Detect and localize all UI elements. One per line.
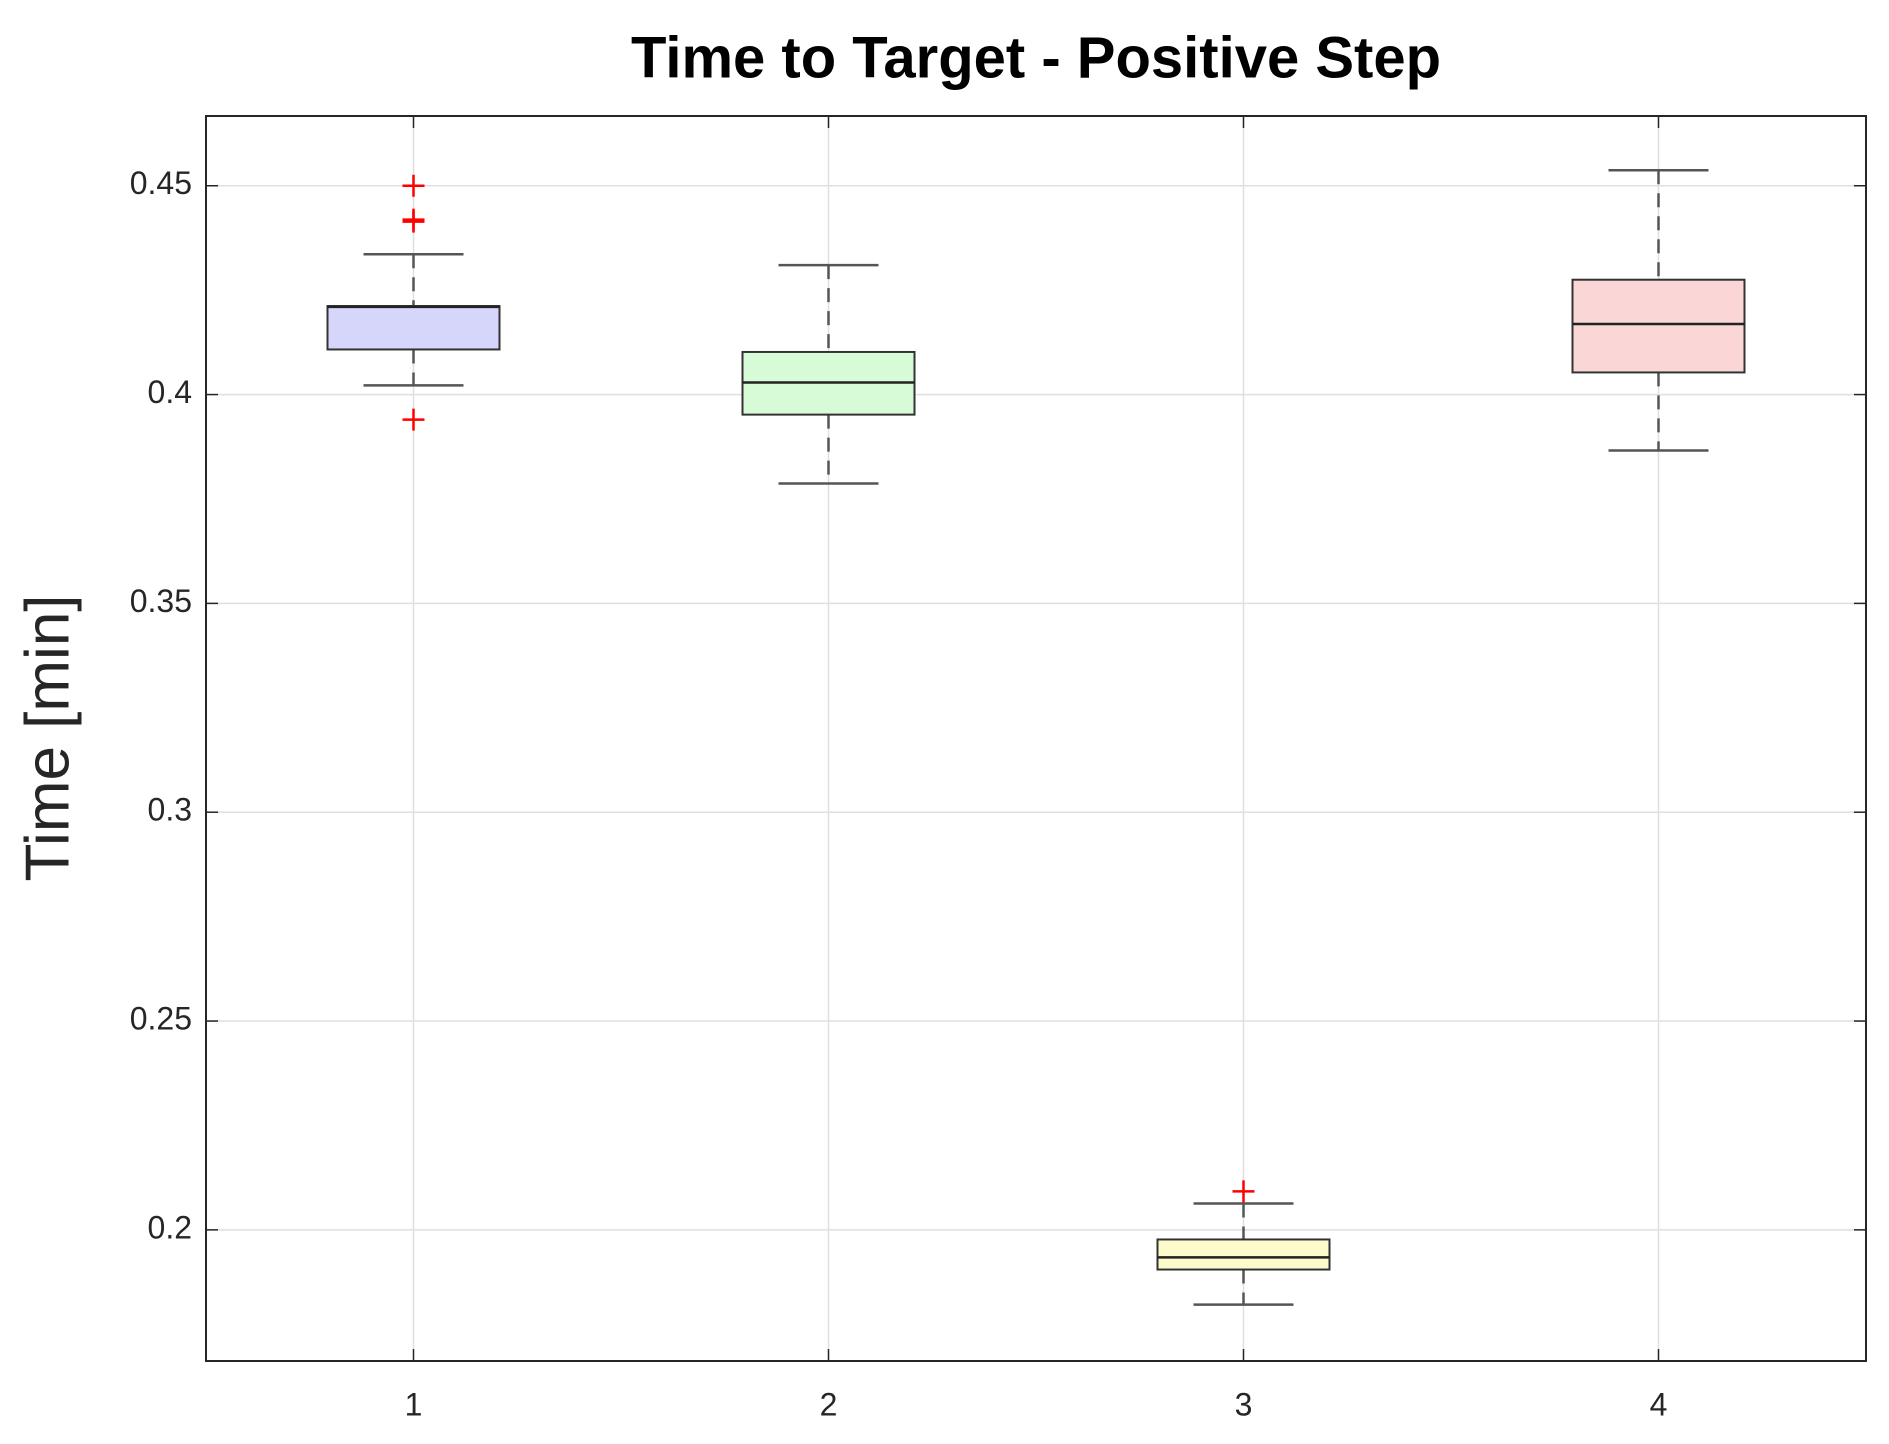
x-tick-label: 3	[1235, 1386, 1253, 1422]
box	[326, 305, 501, 351]
box	[1571, 278, 1746, 374]
y-tick-label: 0.3	[148, 792, 192, 828]
x-tick-label: 2	[820, 1386, 838, 1422]
y-axis-label: Time [min]	[13, 594, 82, 881]
outlier	[1232, 1180, 1255, 1203]
y-tick-label: 0.4	[148, 374, 192, 410]
plot-frame	[205, 115, 1867, 1362]
y-tick-label: 0.2	[148, 1209, 192, 1245]
chart-title: Time to Target - Positive Step	[631, 25, 1441, 90]
outlier	[402, 174, 425, 197]
box	[1156, 1238, 1331, 1271]
x-tick-label: 4	[1650, 1386, 1668, 1422]
y-tick-label: 0.35	[130, 583, 192, 619]
y-tick-label: 0.25	[130, 1000, 192, 1036]
outlier	[402, 408, 425, 431]
x-tick-label: 1	[405, 1386, 423, 1422]
outlier	[402, 210, 425, 233]
y-tick-label: 0.45	[130, 165, 192, 201]
